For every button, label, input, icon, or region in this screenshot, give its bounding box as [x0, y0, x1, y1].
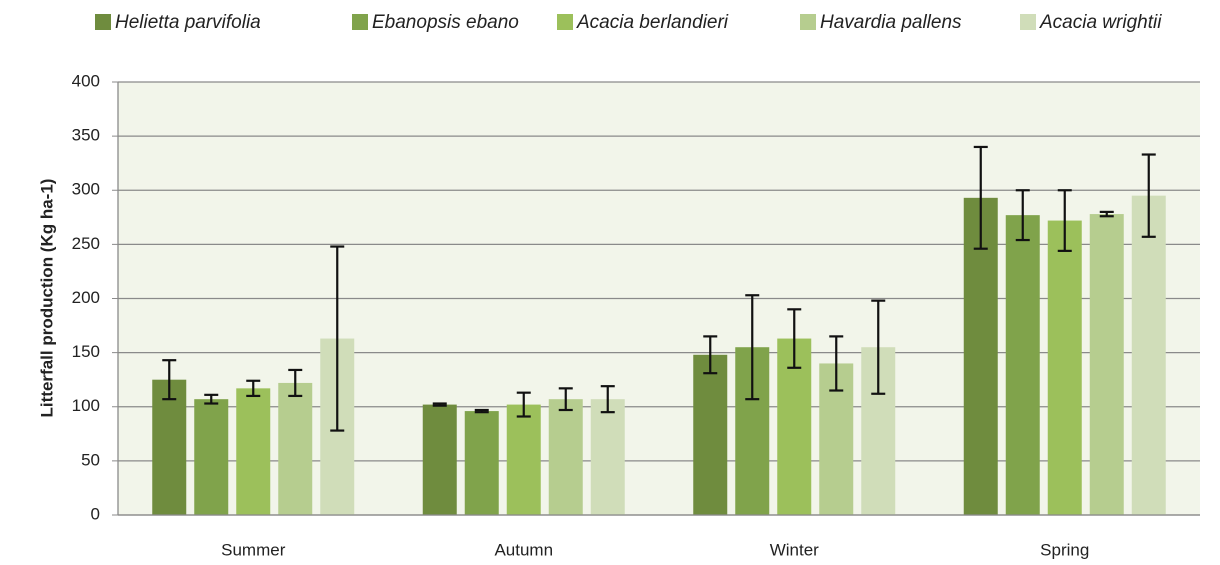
bar	[278, 382, 313, 515]
legend-swatch	[95, 14, 111, 30]
error-bar	[973, 145, 988, 250]
y-tick-label: 250	[72, 234, 100, 253]
legend-label: Acacia wrightii	[1039, 12, 1162, 33]
x-tick-label: Autumn	[494, 540, 553, 559]
error-bar	[330, 245, 345, 432]
error-bar	[787, 308, 802, 369]
error-bar	[288, 368, 303, 398]
error-bar	[871, 299, 886, 395]
error-bar	[432, 402, 447, 407]
bar	[422, 404, 457, 515]
error-bar	[1015, 189, 1030, 242]
legend-swatch	[800, 14, 816, 30]
legend-label: Ebanopsis ebano	[372, 12, 519, 33]
y-tick-label: 200	[72, 288, 100, 307]
error-bar	[600, 385, 615, 414]
y-tick-label: 0	[91, 504, 100, 523]
bar	[1047, 220, 1082, 515]
legend-label: Acacia berlandieri	[576, 12, 729, 33]
bar	[506, 404, 541, 515]
y-tick-label: 100	[72, 396, 100, 415]
x-tick-label: Summer	[221, 540, 286, 559]
error-bar	[516, 391, 531, 418]
legend-label: Helietta parvifolia	[115, 12, 261, 33]
y-tick-label: 50	[81, 450, 100, 469]
legend: Helietta parvifolia Ebanopsis ebano Acacia…	[95, 12, 1162, 33]
y-tick-label: 300	[72, 180, 100, 199]
error-bar	[703, 335, 718, 375]
bar	[1089, 214, 1124, 515]
bar	[548, 399, 583, 515]
bar	[236, 388, 271, 515]
error-bar	[204, 393, 219, 405]
error-bar	[246, 379, 261, 398]
bar	[1005, 215, 1040, 515]
legend-swatch	[352, 14, 368, 30]
error-bar	[1099, 210, 1114, 218]
bar	[194, 399, 229, 515]
legend-swatch	[1020, 14, 1036, 30]
error-bar	[558, 387, 573, 412]
x-tick-label: Spring	[1040, 540, 1089, 559]
error-bar	[829, 335, 844, 392]
x-tick-label: Winter	[770, 540, 819, 559]
bar	[464, 411, 499, 515]
error-bar	[1057, 189, 1072, 252]
bar	[152, 379, 187, 515]
bar	[1131, 195, 1166, 515]
error-bar	[745, 294, 760, 401]
bar	[963, 197, 998, 515]
legend-label: Havardia pallens	[820, 12, 962, 33]
y-tick-label: 400	[72, 71, 100, 90]
bar	[693, 354, 728, 515]
y-axis-label: Litterfall production (Kg ha-1)	[37, 179, 56, 418]
y-tick-label: 350	[72, 126, 100, 145]
error-bar	[1141, 153, 1156, 238]
bar	[590, 399, 625, 515]
error-bar	[474, 408, 489, 414]
y-tick-label: 150	[72, 342, 100, 361]
error-bar	[162, 359, 177, 401]
legend-swatch	[557, 14, 573, 30]
